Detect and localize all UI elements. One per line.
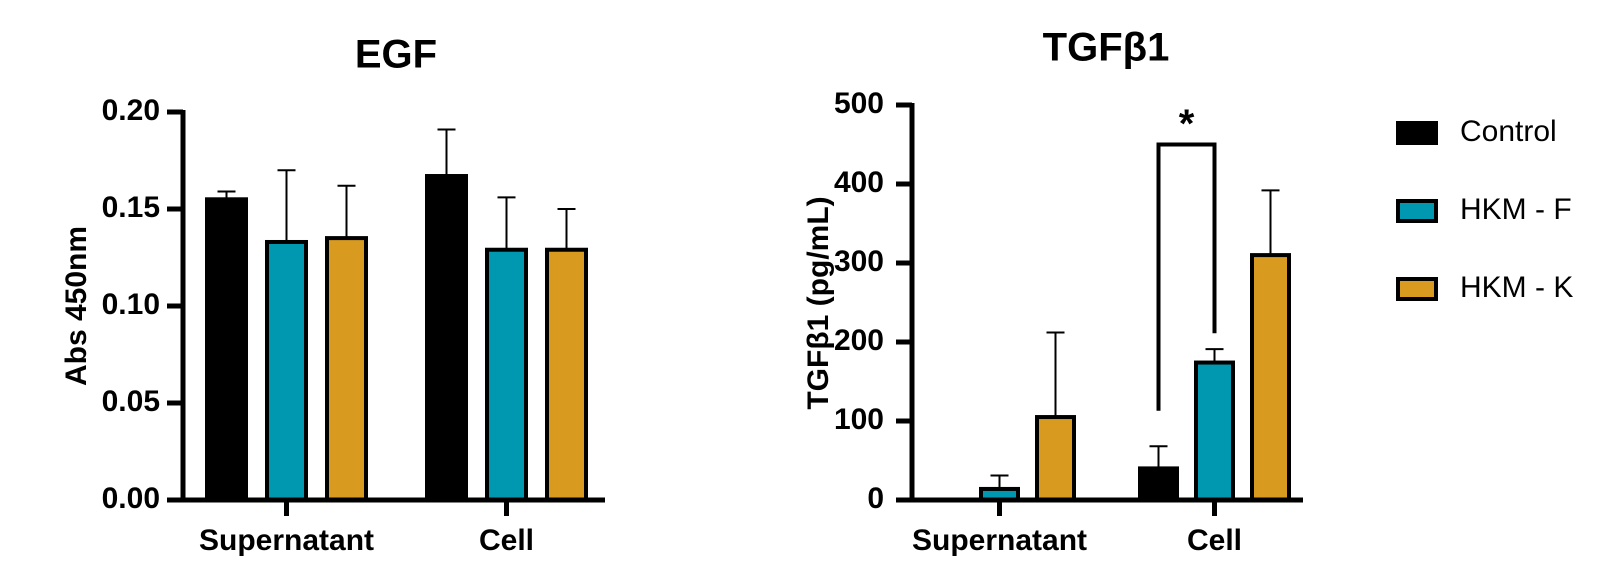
significance-star: * — [1179, 102, 1195, 146]
x-tick-label: Cell — [479, 524, 534, 557]
y-axis-label: TGFβ1 (pg/mL) — [802, 196, 835, 409]
chart-title: EGF — [355, 33, 437, 77]
bar — [1250, 253, 1291, 502]
bar — [205, 197, 248, 503]
y-tick-label: 300 — [834, 245, 884, 278]
legend-label: HKM - F — [1460, 193, 1572, 226]
significance-bracket — [1156, 142, 1217, 411]
y-tick-label: 400 — [834, 166, 884, 199]
legend: Control HKM - F HKM - K — [1396, 115, 1573, 304]
y-tick-label: 0.15 — [102, 191, 160, 224]
y-tick-label: 0.20 — [102, 94, 160, 127]
y-tick-label: 0.05 — [102, 385, 160, 418]
bar — [545, 247, 588, 502]
y-axis-label: Abs 450nm — [60, 226, 93, 386]
x-tick-label: Supernatant — [199, 524, 374, 557]
legend-label: Control — [1460, 115, 1557, 148]
bar — [425, 174, 468, 503]
legend-label: HKM - K — [1460, 271, 1573, 304]
y-tick-label: 500 — [834, 87, 884, 120]
legend-swatch — [1396, 199, 1438, 223]
chart-title: TGFβ1 — [1043, 26, 1170, 70]
tgfb1-chart: TGFβ1 TGFβ1 (pg/mL) 0 100 200 300 400 500 Supern… — [802, 26, 1303, 557]
legend-swatch — [1396, 121, 1438, 145]
bar — [1138, 466, 1179, 502]
y-tick-label: 0.00 — [102, 482, 160, 515]
y-tick-label: 0.10 — [102, 288, 160, 321]
y-tick-label: 0 — [867, 482, 884, 515]
y-tick-label: 200 — [834, 324, 884, 357]
bar — [325, 236, 368, 502]
bar — [485, 247, 528, 502]
bar — [1035, 415, 1076, 502]
legend-swatch — [1396, 277, 1438, 301]
x-tick-label: Cell — [1187, 524, 1242, 557]
bar — [1194, 360, 1235, 503]
bar — [265, 239, 308, 502]
x-tick-label: Supernatant — [912, 524, 1087, 557]
y-tick-label: 100 — [834, 403, 884, 436]
egf-chart: EGF Abs 450nm 0.00 0.05 0.10 0.15 0.20 Supernat… — [60, 33, 605, 557]
